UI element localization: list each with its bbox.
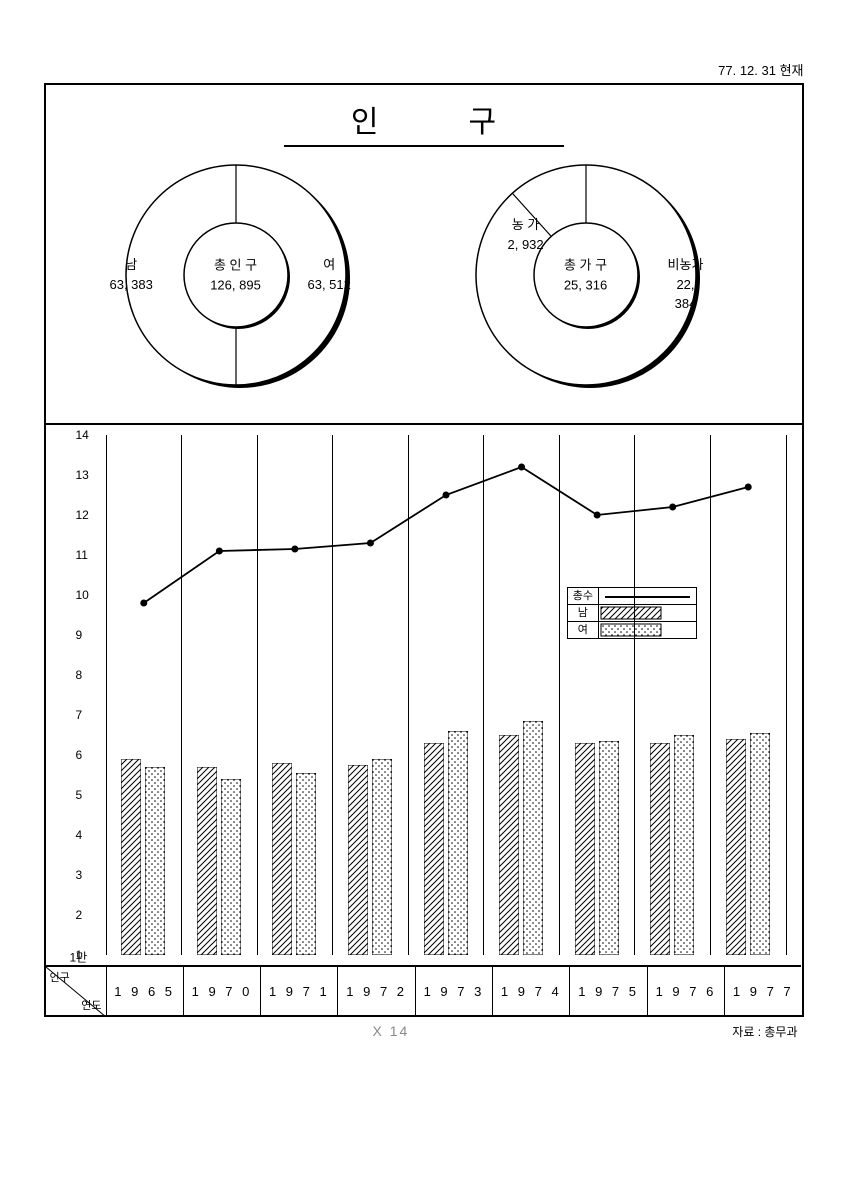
y-tick: 3	[76, 868, 83, 882]
x-tick: 1 9 6 5	[107, 965, 183, 1015]
donut-household-nonfarm-label: 비농가 22, 384	[666, 255, 706, 314]
bar-male	[121, 759, 141, 955]
grid-line	[332, 435, 333, 955]
bar-female	[750, 733, 770, 955]
bar-group	[644, 435, 700, 955]
bar-male	[650, 743, 670, 955]
bar-male	[272, 763, 292, 955]
axis-corner: 인구 연도	[46, 965, 107, 1015]
chart-panel: 총수 남 여	[46, 425, 802, 1015]
x-tick: 1 9 7 1	[260, 965, 337, 1015]
bar-female	[221, 779, 241, 955]
bar-group	[191, 435, 247, 955]
grid-line	[408, 435, 409, 955]
bar-female	[674, 735, 694, 955]
bar-female	[448, 731, 468, 955]
y-tick: 14	[76, 428, 89, 442]
x-tick: 1 9 7 7	[724, 965, 801, 1015]
footer: X 14 자료 : 총무과	[44, 1023, 804, 1040]
y-tick: 6	[76, 748, 83, 762]
bar-group	[342, 435, 398, 955]
main-frame: 인구 총 인 구 126, 895 남 63, 383 여	[44, 83, 804, 1017]
bar-male	[499, 735, 519, 955]
y-tick: 11	[76, 548, 88, 562]
grid-line	[710, 435, 711, 955]
donut-household-center-title: 총 가 구	[564, 256, 607, 276]
x-tick: 1 9 7 0	[183, 965, 260, 1015]
y-tick: 13	[76, 468, 89, 482]
donut-population-male-label: 남 63, 383	[110, 255, 153, 294]
grid-line	[559, 435, 560, 955]
donut-household-center: 총 가 구 25, 316	[564, 256, 607, 295]
bar-group	[115, 435, 171, 955]
donut-household-center-value: 25, 316	[564, 275, 607, 295]
grid-line	[181, 435, 182, 955]
bar-female	[145, 767, 165, 955]
header-date: 77. 12. 31 현재	[44, 60, 804, 79]
bar-female	[523, 721, 543, 955]
title-underline	[284, 145, 564, 147]
bar-male	[197, 767, 217, 955]
bar-group	[418, 435, 474, 955]
x-tick: 1 9 7 4	[492, 965, 569, 1015]
bar-female	[296, 773, 316, 955]
y-tick: 4	[76, 828, 83, 842]
bar-male	[424, 743, 444, 955]
y-unit: 1만	[70, 949, 88, 966]
source-label: 자료 : 총무과	[732, 1023, 797, 1040]
y-tick: 2	[76, 908, 83, 922]
top-panel: 인구 총 인 구 126, 895 남 63, 383 여	[46, 85, 802, 425]
x-tick: 1 9 7 5	[569, 965, 646, 1015]
donut-household-farm-label: 농 가 2, 932	[508, 215, 544, 254]
bar-male	[575, 743, 595, 955]
donut-household: 총 가 구 25, 316 비농가 22, 384 농 가 2, 932	[466, 155, 706, 395]
bar-group	[720, 435, 776, 955]
grid-line	[634, 435, 635, 955]
bar-group	[493, 435, 549, 955]
bar-male	[726, 739, 746, 955]
x-axis: 인구 연도 1 9 6 51 9 7 01 9 7 11 9 7 21 9 7 …	[46, 965, 802, 1015]
donut-population-female-label: 여 63, 512	[308, 255, 351, 294]
x-tick: 1 9 7 3	[415, 965, 492, 1015]
bar-female	[372, 759, 392, 955]
x-tick: 1 9 7 2	[337, 965, 414, 1015]
bar-group	[569, 435, 625, 955]
bar-female	[599, 741, 619, 955]
plot-area: 총수 남 여	[106, 435, 786, 955]
donut-population-center-value: 126, 895	[210, 275, 261, 295]
grid-line	[106, 435, 107, 955]
donut-population-center-title: 총 인 구	[210, 256, 261, 276]
y-tick: 5	[76, 788, 83, 802]
donut-population-center: 총 인 구 126, 895	[210, 256, 261, 295]
y-tick: 8	[76, 668, 83, 682]
x-tick: 1 9 7 6	[647, 965, 724, 1015]
page-title: 인구	[56, 97, 792, 141]
y-tick: 12	[76, 508, 89, 522]
donut-population: 총 인 구 126, 895 남 63, 383 여 63, 512	[116, 155, 356, 395]
grid-line	[786, 435, 787, 955]
grid-line	[483, 435, 484, 955]
bar-group	[266, 435, 322, 955]
page-number: X 14	[372, 1023, 409, 1040]
bar-male	[348, 765, 368, 955]
y-tick: 10	[76, 588, 89, 602]
grid-line	[257, 435, 258, 955]
y-tick: 7	[76, 708, 83, 722]
y-tick: 9	[76, 628, 83, 642]
